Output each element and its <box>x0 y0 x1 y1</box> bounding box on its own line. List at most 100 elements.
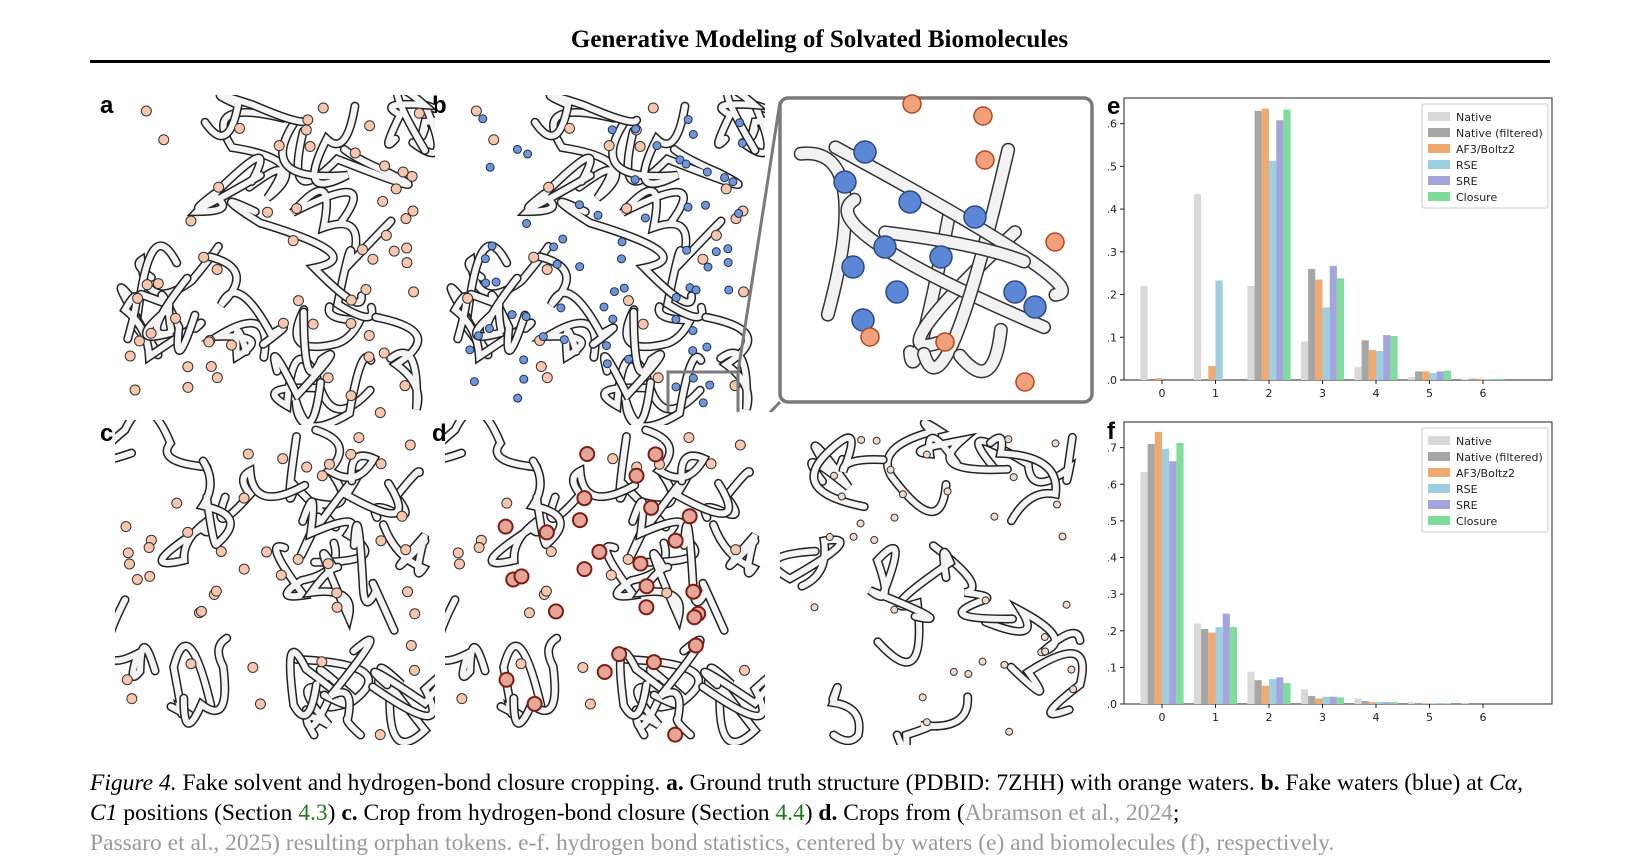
y-tick-label: 0.2 <box>1108 289 1117 302</box>
water-marker <box>405 440 415 450</box>
water-marker <box>454 559 464 569</box>
caption-intro: Fake solvent and hydrogen-bond closure c… <box>177 770 666 796</box>
water-marker <box>302 462 312 472</box>
orphan-token-marker <box>630 469 644 483</box>
bar <box>1140 472 1147 704</box>
ribbon-fill <box>388 95 425 150</box>
water-marker <box>317 657 327 667</box>
water-marker <box>662 588 672 598</box>
orphan-token-marker <box>528 697 542 711</box>
water-marker <box>1068 666 1075 673</box>
fake-water-marker <box>594 211 602 219</box>
caption-section-link-4-4[interactable]: 4.4 <box>775 800 804 826</box>
legend-entry: SRE <box>1456 499 1478 512</box>
bar <box>1162 449 1169 704</box>
caption-b-text-1: Fake waters (blue) at <box>1280 770 1489 796</box>
bar <box>1369 350 1376 380</box>
orphan-token-marker <box>499 520 513 534</box>
fake-water-marker <box>600 303 608 311</box>
water-marker <box>516 659 526 669</box>
protein-structure-d-crop <box>780 420 1090 745</box>
bar <box>1422 703 1429 704</box>
water-marker <box>350 148 360 158</box>
water-marker <box>301 125 311 135</box>
orphan-token-marker <box>649 447 663 461</box>
orphan-token-marker <box>514 569 528 583</box>
ribbon-fill <box>445 420 537 467</box>
water-marker <box>648 103 658 113</box>
water-marker <box>950 668 957 675</box>
y-tick-label: 0.1 <box>1108 661 1117 674</box>
water-marker <box>133 293 143 303</box>
y-tick-label: 0.6 <box>1108 478 1117 491</box>
caption-d-text-1: Crops from ( <box>837 800 964 826</box>
fake-water-marker <box>560 336 568 344</box>
fake-water-marker <box>522 313 530 321</box>
caption-d-label: d. <box>818 800 837 826</box>
fake-water-marker <box>520 375 528 383</box>
protein-structure-d <box>445 420 765 745</box>
water-marker <box>638 319 648 329</box>
orphan-token-marker <box>689 638 703 652</box>
fake-water-marker <box>486 163 494 171</box>
bar <box>1283 683 1290 704</box>
y-tick-label: 0.5 <box>1108 160 1117 173</box>
caption-citation-abramson[interactable]: Abramson et al., 2024 <box>965 800 1173 826</box>
water-marker <box>524 608 534 618</box>
water-marker <box>936 333 954 351</box>
y-tick-label: 0.6 <box>1108 118 1117 131</box>
caption-c-label: c. <box>341 800 357 826</box>
water-marker <box>308 319 318 329</box>
fake-water-marker <box>886 281 908 303</box>
y-tick-label: 0.4 <box>1108 552 1117 565</box>
fake-water-marker <box>508 311 516 319</box>
ribbon-fill <box>115 420 207 467</box>
fake-water-marker <box>492 278 500 286</box>
bar <box>1269 161 1276 380</box>
fake-water-marker <box>632 125 640 133</box>
water-marker <box>585 699 595 709</box>
fake-water-marker <box>470 378 478 386</box>
caption-a-label: a. <box>666 770 684 796</box>
x-tick-label: 0 <box>1159 711 1166 724</box>
water-marker <box>375 408 385 418</box>
x-tick-label: 5 <box>1426 387 1433 400</box>
water-marker <box>407 171 417 181</box>
bar <box>1283 110 1290 380</box>
bar <box>1255 111 1262 380</box>
orphan-token-marker <box>669 534 683 548</box>
water-marker <box>262 547 272 557</box>
bar <box>1169 461 1176 704</box>
water-marker <box>239 564 249 574</box>
water-marker <box>305 142 315 152</box>
water-marker <box>183 527 193 537</box>
x-tick-label: 4 <box>1373 711 1380 724</box>
fake-water-marker <box>854 141 876 163</box>
bar <box>1323 697 1330 704</box>
water-marker <box>536 362 546 372</box>
ribbon-fill <box>376 317 418 409</box>
fake-water-marker <box>553 260 561 268</box>
water-marker <box>1041 634 1048 641</box>
water-marker <box>332 602 342 612</box>
legend-swatch <box>1428 468 1450 477</box>
water-marker <box>1010 474 1017 481</box>
water-marker <box>850 533 857 540</box>
fake-water-marker <box>513 145 521 153</box>
water-marker <box>529 252 539 262</box>
water-marker <box>183 362 193 372</box>
water-marker <box>1046 233 1064 251</box>
figure-caption: Figure 4. Fake solvent and hydrogen-bond… <box>90 768 1555 858</box>
bar <box>1383 335 1390 380</box>
water-marker <box>1006 728 1013 735</box>
bar <box>1461 379 1468 380</box>
fake-water-marker <box>653 142 661 150</box>
water-marker <box>141 106 151 116</box>
caption-section-link-4-3[interactable]: 4.3 <box>298 800 327 826</box>
x-tick-label: 3 <box>1319 711 1326 724</box>
water-marker <box>346 295 356 305</box>
water-marker <box>731 545 741 555</box>
water-marker <box>489 135 499 145</box>
bar <box>1362 701 1369 704</box>
legend-entry: AF3/Boltz2 <box>1456 467 1515 480</box>
